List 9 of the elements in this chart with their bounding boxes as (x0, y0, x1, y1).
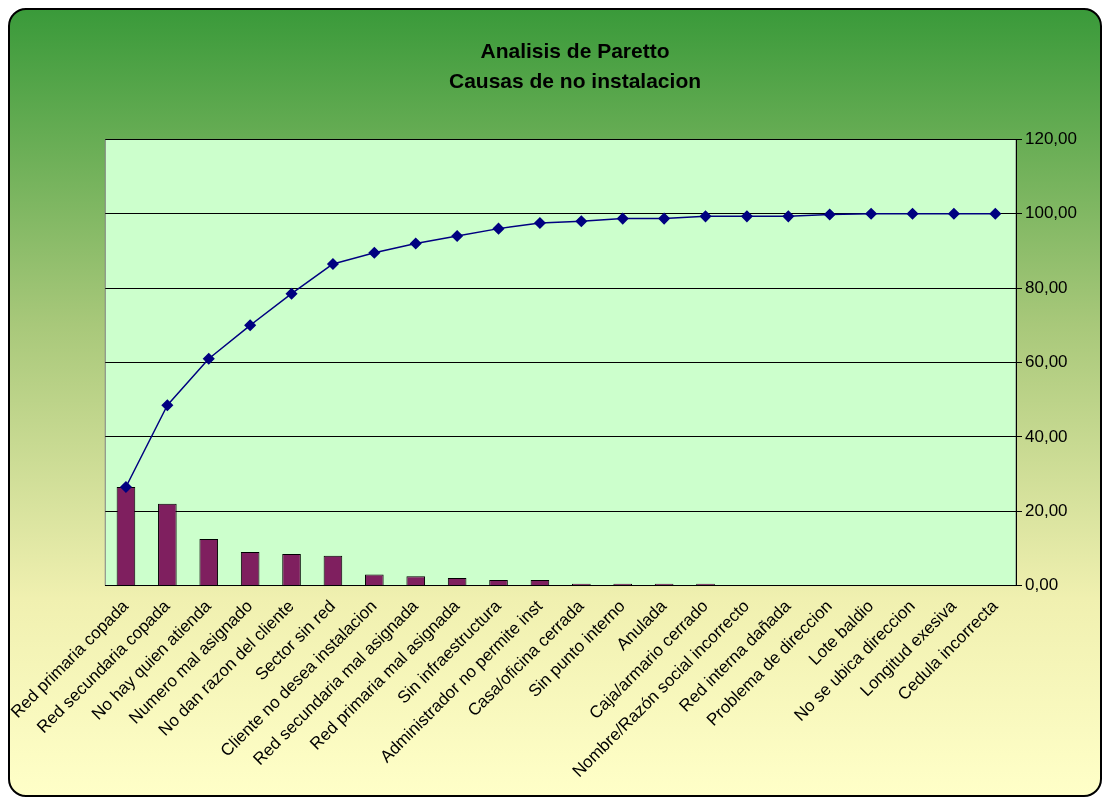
chart-subtitle: Causas de no instalacion (448, 68, 702, 92)
chart-title: Analisis de Paretto (480, 39, 670, 63)
y-tick-label: 40,00 (1025, 426, 1068, 446)
y-tick-label: 120,00 (1025, 129, 1077, 149)
y-tick-label: 20,00 (1025, 500, 1068, 520)
y-tick-label: 100,00 (1025, 203, 1077, 223)
y-tick-label: 0,00 (1025, 575, 1059, 595)
y-tick-label: 60,00 (1025, 352, 1068, 372)
y-tick-label: 80,00 (1025, 277, 1068, 297)
